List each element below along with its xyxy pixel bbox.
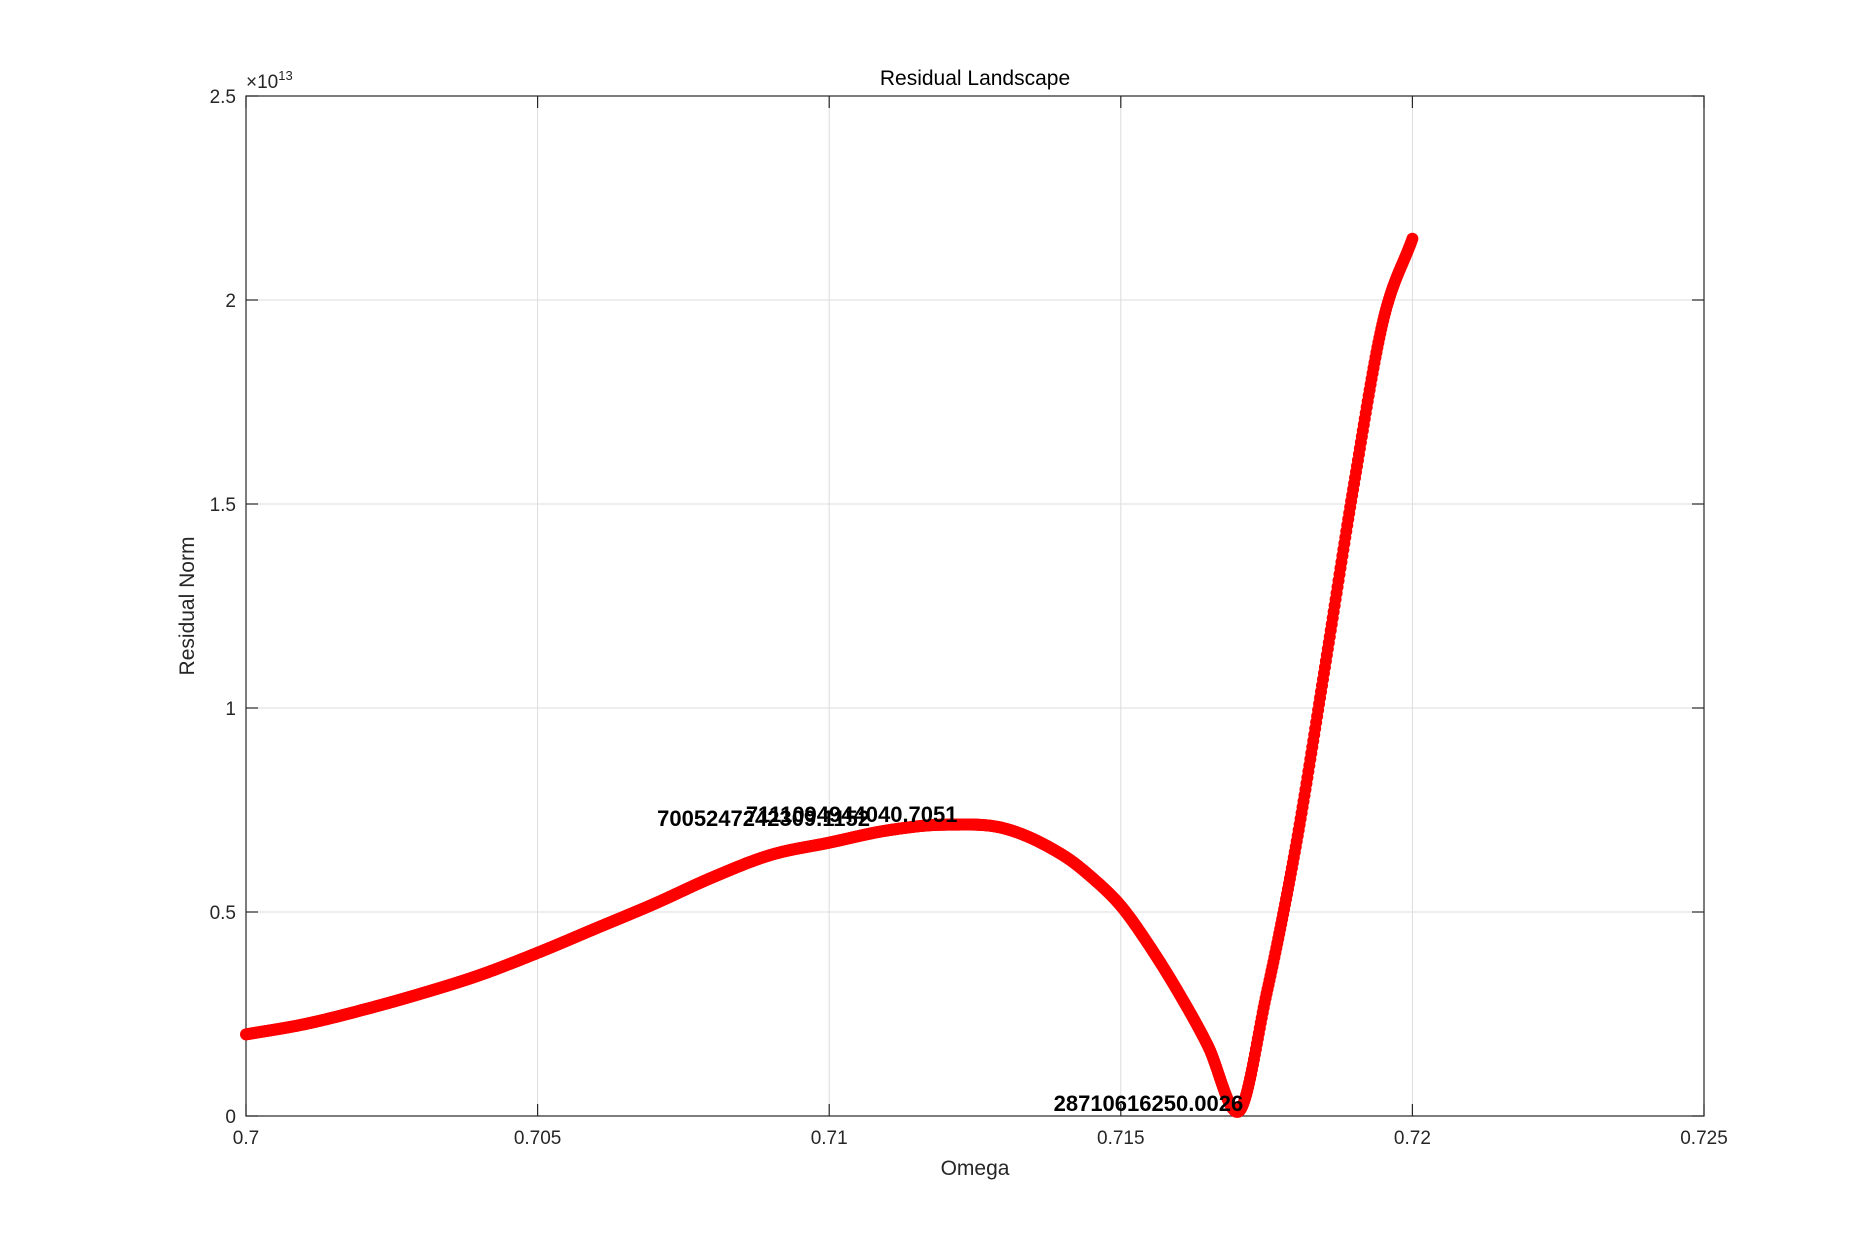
x-tick-labels: 0.7 0.705 0.71 0.715 0.72 0.725 xyxy=(233,1128,1728,1149)
annotation-label: 7111094944040.7051 xyxy=(746,802,958,827)
y-tick-label: 0.5 xyxy=(210,903,236,924)
y-multiplier-base: ×10 xyxy=(246,72,278,93)
y-axis-label: Residual Norm xyxy=(176,537,199,676)
y-tick-labels: 0 0.5 1 1.5 2 2.5 xyxy=(210,87,236,1128)
x-axis-label: Omega xyxy=(941,1157,1010,1180)
y-multiplier-exponent: 13 xyxy=(278,68,292,83)
plot-background xyxy=(246,96,1704,1116)
y-tick-label: 1 xyxy=(225,699,236,720)
axis-ticks xyxy=(245,95,1705,1117)
x-tick-label: 0.7 xyxy=(233,1128,259,1149)
y-tick-label: 1.5 xyxy=(210,495,236,516)
y-tick-label: 2.5 xyxy=(210,87,236,108)
data-points xyxy=(240,232,1419,1118)
annotation-label: 28710616250.0026 xyxy=(1054,1091,1244,1116)
y-multiplier: ×1013 xyxy=(246,68,293,93)
x-tick-label: 0.71 xyxy=(811,1128,848,1149)
annotation-label: 7005247242309.1152 xyxy=(657,806,870,831)
x-tick-label: 0.72 xyxy=(1394,1128,1431,1149)
y-tick-label: 2 xyxy=(225,291,236,312)
x-tick-label: 0.725 xyxy=(1680,1128,1728,1149)
x-tick-label: 0.715 xyxy=(1097,1128,1145,1149)
x-tick-label: 0.705 xyxy=(514,1128,562,1149)
plot-frame xyxy=(245,95,1705,1117)
chart-title: Residual Landscape xyxy=(880,67,1070,90)
y-tick-label: 0 xyxy=(225,1107,236,1128)
data-point xyxy=(1406,232,1419,245)
